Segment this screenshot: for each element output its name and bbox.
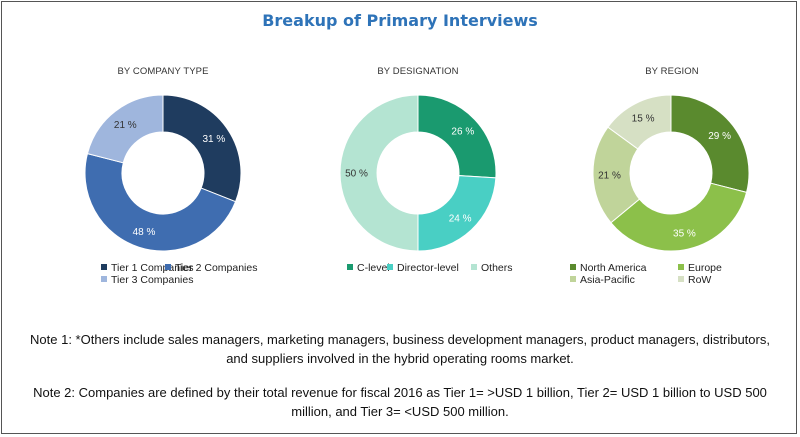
slice-others — [339, 94, 419, 252]
legend-item-others: Others — [471, 262, 513, 274]
data-label-tier-3-companies: 21 % — [114, 120, 137, 131]
legend-swatch — [678, 276, 684, 282]
legend-label: C-level — [357, 262, 390, 274]
note-2: Note 2: Companies are defined by their t… — [33, 385, 767, 419]
legend-swatch — [471, 264, 477, 270]
legend-swatch — [387, 264, 393, 270]
legend-swatch — [101, 264, 107, 270]
slice-tier-3-companies — [86, 94, 164, 164]
legend-label: North America — [580, 262, 647, 274]
legend-swatch — [101, 276, 107, 282]
legend-item-director-level: Director-level — [387, 262, 459, 274]
legend-swatch — [570, 264, 576, 270]
legend-label: Others — [481, 262, 513, 274]
slice-north-america — [670, 94, 750, 194]
legend-item-north-america: North America — [570, 262, 647, 274]
legend-item-tier-2-companies: Tier 2 Companies — [165, 262, 257, 274]
chart-title-company-type: BY COMPANY TYPE — [117, 66, 209, 77]
legend-swatch — [570, 276, 576, 282]
legend-item-europe: Europe — [678, 262, 722, 274]
legend-swatch — [165, 264, 171, 270]
slice-tier-2-companies — [84, 152, 237, 252]
data-label-director-level: 24 % — [449, 213, 472, 224]
donut-company-type: 31 % 48 % 21 % — [84, 94, 242, 252]
legend-label: Tier 3 Companies — [111, 274, 194, 286]
slice-europe — [610, 182, 748, 252]
donut-region: 29 % 35 % 21 % 15 % — [592, 94, 750, 252]
legend-designation: C-level Director-level Others — [347, 262, 547, 292]
legend-label: RoW — [688, 274, 712, 286]
legend-label: Europe — [688, 262, 722, 274]
legend-item-row: RoW — [678, 274, 711, 286]
legend-swatch — [678, 264, 684, 270]
data-label-tier-1-companies: 31 % — [202, 134, 225, 145]
legend-label: Asia-Pacific — [580, 274, 635, 286]
legend-swatch — [347, 264, 353, 270]
data-label-others: 50 % — [345, 169, 368, 180]
legend-label: Director-level — [397, 262, 459, 274]
legend-label: Tier 2 Companies — [175, 262, 258, 274]
data-label-c-level: 26 % — [451, 126, 474, 137]
slice-tier-1-companies — [162, 94, 242, 203]
slice-row — [607, 94, 672, 150]
data-label-tier-2-companies: 48 % — [133, 227, 156, 238]
data-label-europe: 35 % — [673, 229, 696, 240]
data-label-row: 15 % — [632, 114, 655, 125]
legend-item-tier-1-companies: Tier 1 Companies — [101, 262, 193, 274]
chart-title-designation: BY DESIGNATION — [377, 66, 459, 77]
main-title: Breakup of Primary Interviews — [262, 11, 538, 30]
legend-region: North America Europe Asia-Pacific RoW — [570, 262, 770, 292]
donut-designation: 26 % 24 % 50 % — [339, 94, 497, 252]
legend-label: Tier 1 Companies — [111, 262, 194, 274]
legend-item-c-level: C-level — [347, 262, 390, 274]
data-label-asia-pacific: 21 % — [598, 170, 621, 181]
chart-title-region: BY REGION — [645, 66, 699, 77]
legend-item-asia-pacific: Asia-Pacific — [570, 274, 635, 286]
slice-c-level — [417, 94, 497, 179]
data-label-north-america: 29 % — [708, 131, 731, 142]
note-1: Note 1: *Others include sales managers, … — [30, 332, 770, 366]
legend-company-type: Tier 1 Companies Tier 2 Companies Tier 3 C… — [101, 262, 301, 292]
legend-item-tier-3-companies: Tier 3 Companies — [101, 274, 193, 286]
